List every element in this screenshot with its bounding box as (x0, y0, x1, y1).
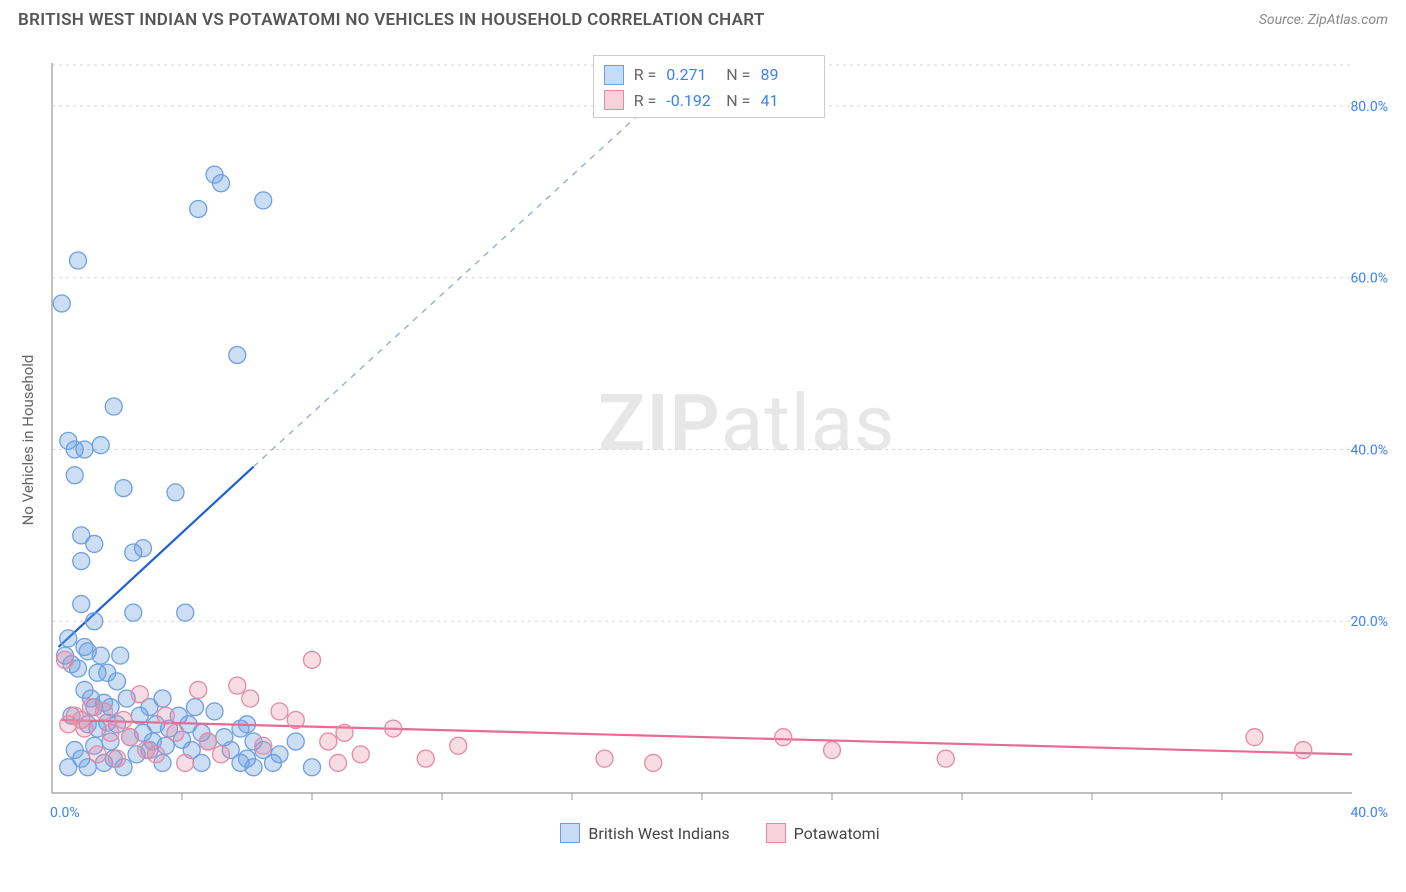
n-value: 89 (760, 62, 810, 88)
data-point (304, 651, 321, 668)
data-point (213, 746, 230, 763)
data-point (190, 681, 207, 698)
n-label: N = (726, 88, 750, 114)
data-point (287, 712, 304, 729)
data-point (115, 712, 132, 729)
data-point (112, 647, 129, 664)
svg-text:20.0%: 20.0% (1350, 614, 1388, 630)
data-point (76, 720, 93, 737)
scatter-plot: 20.0% 40.0% 60.0% 80.0% 0.0% 40.0% (50, 45, 1390, 835)
data-point (66, 467, 83, 484)
svg-text:40.0%: 40.0% (1350, 805, 1388, 821)
data-point (200, 733, 217, 750)
correlation-legend: R = 0.271 N = 89 R = -0.192 N = 41 (593, 55, 826, 118)
data-point (131, 686, 148, 703)
data-point (245, 759, 262, 776)
data-point (167, 484, 184, 501)
data-point (190, 201, 207, 218)
data-point (330, 754, 347, 771)
data-point (53, 295, 70, 312)
data-point (177, 604, 194, 621)
data-point (596, 750, 613, 767)
r-value: -0.192 (666, 88, 716, 114)
legend-swatch (604, 65, 624, 85)
data-point (89, 746, 106, 763)
chart-title: BRITISH WEST INDIAN VS POTAWATOMI NO VEH… (18, 10, 765, 30)
r-label: R = (634, 88, 657, 114)
data-point (92, 437, 109, 454)
data-point (255, 192, 272, 209)
data-point (125, 604, 142, 621)
data-point (109, 673, 126, 690)
legend-item: British West Indians (560, 823, 729, 843)
legend-swatch (604, 90, 624, 110)
data-point (824, 742, 841, 759)
data-point (450, 737, 467, 754)
data-point (206, 703, 223, 720)
data-point (193, 754, 210, 771)
data-point (135, 540, 152, 557)
data-point (105, 398, 122, 415)
data-point (57, 651, 74, 668)
legend-stat-row: R = 0.271 N = 89 (604, 62, 811, 88)
data-point (60, 630, 77, 647)
r-value: 0.271 (666, 62, 716, 88)
data-point (122, 729, 139, 746)
svg-text:80.0%: 80.0% (1350, 99, 1388, 115)
data-point (271, 746, 288, 763)
data-point (213, 175, 230, 192)
data-point (92, 647, 109, 664)
legend-label: British West Indians (588, 824, 729, 843)
data-point (73, 596, 90, 613)
data-point (287, 733, 304, 750)
data-point (70, 252, 87, 269)
data-point (102, 724, 119, 741)
data-point (154, 690, 171, 707)
y-axis-label: No Vehicles in Household (19, 355, 37, 526)
n-value: 41 (760, 88, 810, 114)
source-label: Source: ZipAtlas.com (1259, 12, 1388, 28)
data-point (73, 553, 90, 570)
data-point (242, 690, 259, 707)
data-point (157, 707, 174, 724)
data-point (115, 480, 132, 497)
data-point (775, 729, 792, 746)
data-point (167, 724, 184, 741)
data-point (86, 613, 103, 630)
data-point (352, 746, 369, 763)
data-point (187, 699, 204, 716)
legend-item: Potawatomi (766, 823, 880, 843)
data-point (255, 737, 272, 754)
series-legend: British West Indians Potawatomi (50, 823, 1390, 843)
chart-area: No Vehicles in Household ZIPatlas 20.0%4… (50, 45, 1390, 835)
data-point (177, 754, 194, 771)
data-point (86, 535, 103, 552)
data-point (417, 750, 434, 767)
svg-text:40.0%: 40.0% (1350, 442, 1388, 458)
data-point (229, 677, 246, 694)
legend-swatch (766, 823, 786, 843)
data-point (96, 703, 113, 720)
svg-text:0.0%: 0.0% (50, 805, 80, 821)
svg-text:60.0%: 60.0% (1350, 271, 1388, 287)
data-point (645, 754, 662, 771)
data-point (1295, 742, 1312, 759)
data-point (336, 724, 353, 741)
data-point (109, 750, 126, 767)
data-point (385, 720, 402, 737)
data-point (76, 441, 93, 458)
data-point (320, 733, 337, 750)
data-point (271, 703, 288, 720)
data-point (148, 746, 165, 763)
n-label: N = (726, 62, 750, 88)
legend-label: Potawatomi (794, 824, 880, 843)
legend-stat-row: R = -0.192 N = 41 (604, 88, 811, 114)
r-label: R = (634, 62, 657, 88)
data-point (1246, 729, 1263, 746)
data-point (304, 759, 321, 776)
legend-swatch (560, 823, 580, 843)
data-point (229, 347, 246, 364)
data-point (937, 750, 954, 767)
